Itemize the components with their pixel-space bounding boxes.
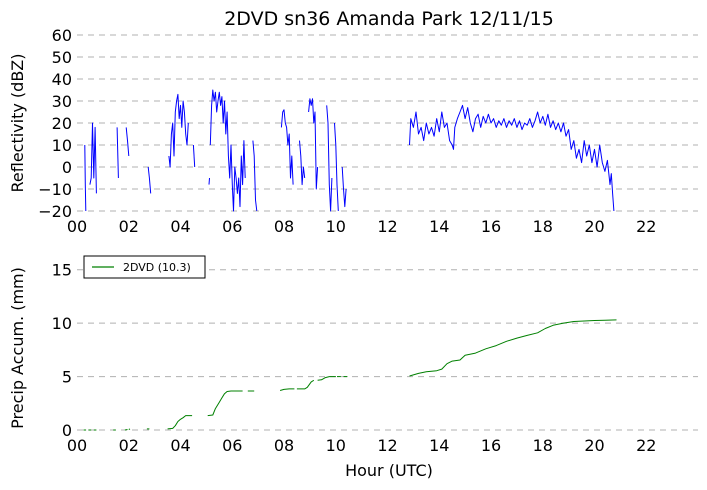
- reflectivity-x-tick-label: 14: [429, 217, 449, 236]
- reflectivity-x-tick-label: 10: [326, 217, 346, 236]
- chart-title: 2DVD sn36 Amanda Park 12/11/15: [224, 8, 554, 30]
- accumulation-y-tick-label: 5: [62, 368, 72, 387]
- accumulation-line-segment: [296, 379, 315, 390]
- reflectivity-y-tick-label: 10: [52, 136, 72, 155]
- accumulation-x-tick-label: 18: [533, 436, 553, 455]
- reflectivity-line-segment: [125, 127, 130, 157]
- accumulation-x-tick-label: 10: [326, 436, 346, 455]
- reflectivity-y-tick-label: 40: [52, 70, 72, 89]
- reflectivity-y-tick-label: 60: [52, 26, 72, 45]
- reflectivity-line-segment: [208, 177, 210, 185]
- reflectivity-line-segment: [116, 127, 119, 179]
- reflectivity-x-tick-label: 06: [222, 217, 242, 236]
- reflectivity-panel: 60 50 40 30 20 10 0 −10 −20 00 02 04 06 08 10 12 14 16 18…: [8, 26, 698, 236]
- reflectivity-y-tick-label: 20: [52, 114, 72, 133]
- accumulation-line-segment: [207, 390, 243, 417]
- reflectivity-line-segment: [334, 122, 339, 212]
- accumulation-x-tick-label: 00: [67, 436, 87, 455]
- reflectivity-x-tick-label: 12: [377, 217, 397, 236]
- reflectivity-x-tick-label: 04: [170, 217, 190, 236]
- accumulation-panel: 15 10 5 0 00 02 04 06 08 10 12 14 16 18 20 22 Precip A…: [8, 255, 698, 480]
- reflectivity-line-segment: [280, 109, 294, 185]
- accumulation-x-tick-label: 06: [222, 436, 242, 455]
- reflectivity-line-segment: [326, 105, 333, 212]
- reflectivity-y-tick-label: 0: [62, 158, 72, 177]
- accumulation-x-tick-label: 22: [636, 436, 656, 455]
- accumulation-y-tick-label: 15: [52, 261, 72, 280]
- accumulation-line-segment: [124, 429, 128, 431]
- legend: 2DVD (10.3): [83, 255, 206, 279]
- accumulation-line-segment: [167, 415, 193, 430]
- accumulation-x-tick-label: 02: [119, 436, 139, 455]
- accumulation-line-segment: [279, 388, 295, 391]
- accumulation-series: [83, 319, 617, 431]
- reflectivity-series: [84, 89, 615, 212]
- reflectivity-line-segment: [308, 98, 319, 190]
- accumulation-y-axis-label: Precip Accum. (mm): [8, 267, 27, 429]
- reflectivity-line-segment: [209, 89, 246, 212]
- accumulation-x-tick-label: 14: [429, 436, 449, 455]
- reflectivity-line-segment: [89, 122, 97, 194]
- reflectivity-y-ticks: 60 50 40 30 20 10 0 −10 −20: [38, 26, 72, 221]
- reflectivity-x-tick-label: 18: [533, 217, 553, 236]
- reflectivity-line-segment: [192, 144, 196, 168]
- reflectivity-y-tick-label: 50: [52, 48, 72, 67]
- accumulation-y-ticks: 15 10 5 0: [52, 261, 72, 440]
- accumulation-x-tick-label: 16: [481, 436, 501, 455]
- reflectivity-line-segment: [409, 104, 615, 212]
- reflectivity-x-tick-label: 20: [584, 217, 604, 236]
- accumulation-line-segment: [128, 428, 131, 430]
- reflectivity-x-tick-label: 16: [481, 217, 501, 236]
- reflectivity-line-segment: [252, 140, 258, 212]
- reflectivity-y-tick-label: 30: [52, 92, 72, 111]
- accumulation-x-tick-label: 08: [274, 436, 294, 455]
- accumulation-grid: [77, 269, 698, 431]
- reflectivity-x-tick-label: 22: [636, 217, 656, 236]
- accumulation-line-segment: [409, 319, 617, 377]
- accumulation-x-tick-label: 12: [377, 436, 397, 455]
- x-axis-label: Hour (UTC): [345, 461, 433, 480]
- reflectivity-line-segment: [147, 166, 152, 194]
- reflectivity-y-axis-label: Reflectivity (dBZ): [8, 54, 27, 193]
- reflectivity-line-segment: [84, 144, 87, 212]
- reflectivity-x-ticks: 00 02 04 06 08 10 12 14 16 18 20 22: [67, 217, 657, 236]
- accumulation-x-tick-label: 04: [170, 436, 190, 455]
- accumulation-x-ticks: 00 02 04 06 08 10 12 14 16 18 20 22: [67, 436, 657, 455]
- reflectivity-x-tick-label: 08: [274, 217, 294, 236]
- accumulation-y-tick-label: 0: [62, 421, 72, 440]
- reflectivity-y-tick-label: −20: [38, 202, 72, 221]
- reflectivity-grid: [77, 34, 698, 212]
- reflectivity-line-segment: [168, 93, 189, 168]
- reflectivity-line-segment: [299, 140, 306, 186]
- reflectivity-x-tick-label: 00: [67, 217, 87, 236]
- reflectivity-line-segment: [341, 166, 347, 208]
- reflectivity-y-tick-label: −10: [38, 180, 72, 199]
- accumulation-x-tick-label: 20: [584, 436, 604, 455]
- legend-label: 2DVD (10.3): [123, 261, 191, 274]
- accumulation-line-segment: [317, 376, 336, 381]
- reflectivity-x-tick-label: 02: [119, 217, 139, 236]
- accumulation-y-tick-label: 10: [52, 314, 72, 333]
- legend-box: [83, 255, 206, 279]
